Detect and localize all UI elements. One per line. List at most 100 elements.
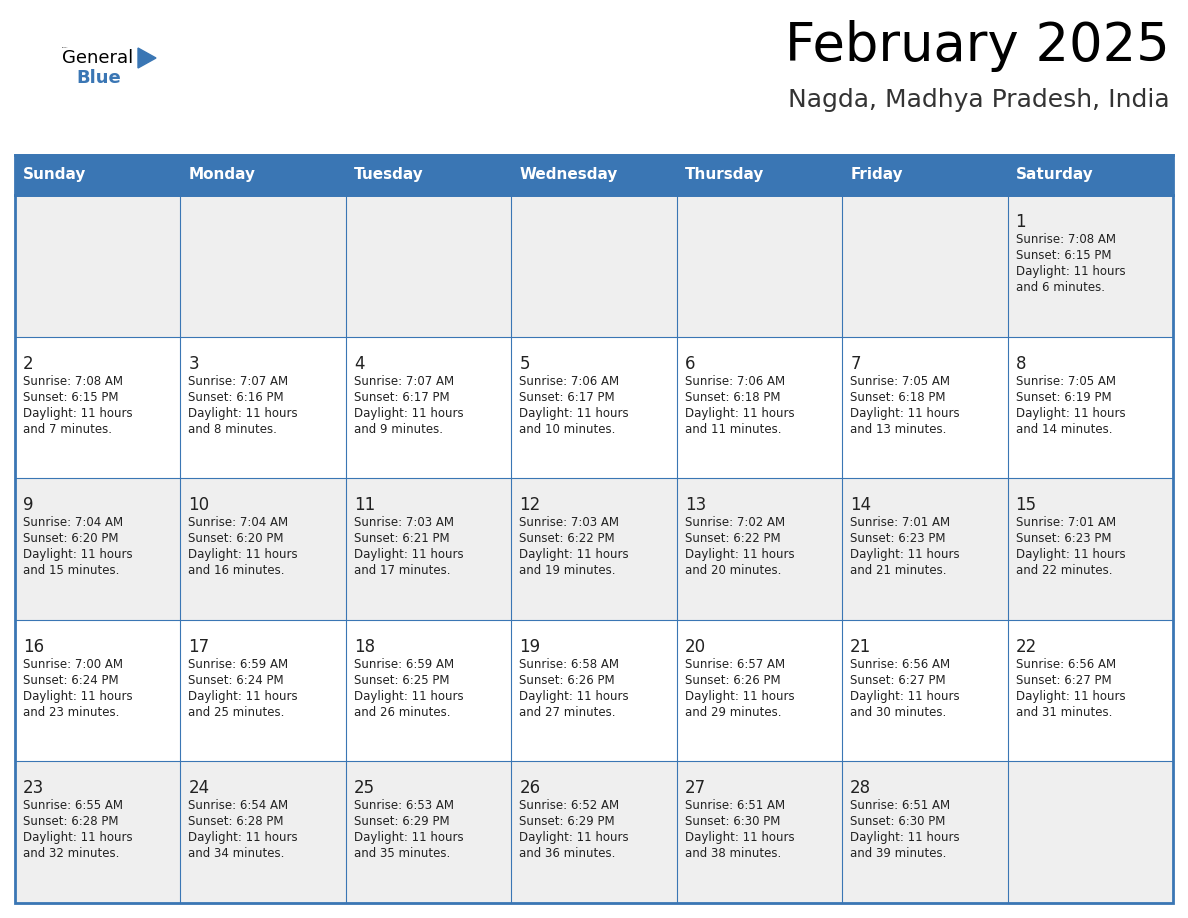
Text: 17: 17 (189, 638, 209, 655)
Text: and 14 minutes.: and 14 minutes. (1016, 422, 1112, 436)
Bar (677, 761, 842, 903)
Text: Daylight: 11 hours: Daylight: 11 hours (1016, 407, 1125, 420)
Text: Sunset: 6:18 PM: Sunset: 6:18 PM (684, 390, 781, 404)
Text: Daylight: 11 hours: Daylight: 11 hours (519, 548, 628, 561)
Text: Blue: Blue (76, 69, 121, 87)
Text: Sunset: 6:28 PM: Sunset: 6:28 PM (189, 815, 284, 828)
Text: Friday: Friday (851, 167, 903, 183)
Text: Sunset: 6:17 PM: Sunset: 6:17 PM (519, 390, 615, 404)
Text: 23: 23 (23, 779, 44, 798)
Text: 28: 28 (851, 779, 871, 798)
Text: Nagda, Madhya Pradesh, India: Nagda, Madhya Pradesh, India (789, 88, 1170, 112)
Text: and 10 minutes.: and 10 minutes. (519, 422, 615, 436)
Text: Sunrise: 6:53 AM: Sunrise: 6:53 AM (354, 800, 454, 812)
Text: Wednesday: Wednesday (519, 167, 618, 183)
Text: Thursday: Thursday (684, 167, 764, 183)
Bar (842, 761, 1007, 903)
Text: 9: 9 (23, 497, 33, 514)
Text: and 38 minutes.: and 38 minutes. (684, 847, 781, 860)
Text: Daylight: 11 hours: Daylight: 11 hours (23, 689, 133, 703)
Bar (181, 478, 346, 620)
Text: Saturday: Saturday (1016, 167, 1093, 183)
Bar (511, 620, 677, 761)
Text: Sunset: 6:15 PM: Sunset: 6:15 PM (23, 390, 119, 404)
Bar (677, 195, 842, 337)
Text: Sunrise: 7:01 AM: Sunrise: 7:01 AM (851, 516, 950, 529)
Text: 3: 3 (189, 354, 200, 373)
Text: Daylight: 11 hours: Daylight: 11 hours (354, 407, 463, 420)
Text: February 2025: February 2025 (785, 20, 1170, 72)
Text: Daylight: 11 hours: Daylight: 11 hours (23, 407, 133, 420)
Text: Sunset: 6:24 PM: Sunset: 6:24 PM (23, 674, 119, 687)
Text: and 20 minutes.: and 20 minutes. (684, 565, 781, 577)
Text: 2: 2 (23, 354, 33, 373)
Text: Sunrise: 7:03 AM: Sunrise: 7:03 AM (519, 516, 619, 529)
Text: Sunrise: 6:51 AM: Sunrise: 6:51 AM (684, 800, 785, 812)
Text: Sunset: 6:16 PM: Sunset: 6:16 PM (189, 390, 284, 404)
Text: Sunset: 6:26 PM: Sunset: 6:26 PM (519, 674, 615, 687)
Text: Daylight: 11 hours: Daylight: 11 hours (1016, 265, 1125, 278)
Text: and 15 minutes.: and 15 minutes. (23, 565, 119, 577)
Text: Sunset: 6:17 PM: Sunset: 6:17 PM (354, 390, 449, 404)
Text: and 22 minutes.: and 22 minutes. (1016, 565, 1112, 577)
Text: 13: 13 (684, 497, 706, 514)
Text: Sunrise: 7:02 AM: Sunrise: 7:02 AM (684, 516, 785, 529)
Text: 25: 25 (354, 779, 375, 798)
Bar (346, 620, 511, 761)
Bar (511, 195, 677, 337)
Bar (511, 337, 677, 478)
Text: Sunrise: 7:07 AM: Sunrise: 7:07 AM (189, 375, 289, 387)
Bar (1007, 620, 1173, 761)
Text: Sunday: Sunday (23, 167, 87, 183)
Text: Sunrise: 6:52 AM: Sunrise: 6:52 AM (519, 800, 619, 812)
Text: 22: 22 (1016, 638, 1037, 655)
Text: Sunrise: 7:05 AM: Sunrise: 7:05 AM (851, 375, 950, 387)
Text: Sunset: 6:15 PM: Sunset: 6:15 PM (1016, 249, 1111, 262)
Text: Sunrise: 7:04 AM: Sunrise: 7:04 AM (189, 516, 289, 529)
Text: Daylight: 11 hours: Daylight: 11 hours (684, 689, 795, 703)
Text: 26: 26 (519, 779, 541, 798)
Text: Sunrise: 7:08 AM: Sunrise: 7:08 AM (1016, 233, 1116, 246)
Text: Sunset: 6:25 PM: Sunset: 6:25 PM (354, 674, 449, 687)
Bar (15, 761, 181, 903)
Text: 15: 15 (1016, 497, 1037, 514)
Bar (15, 155, 1173, 195)
Text: Sunset: 6:21 PM: Sunset: 6:21 PM (354, 532, 449, 545)
Text: Monday: Monday (189, 167, 255, 183)
Text: Daylight: 11 hours: Daylight: 11 hours (354, 832, 463, 845)
Text: Sunrise: 7:07 AM: Sunrise: 7:07 AM (354, 375, 454, 387)
Text: Sunrise: 6:57 AM: Sunrise: 6:57 AM (684, 658, 785, 671)
Bar (511, 761, 677, 903)
Bar (15, 155, 1173, 903)
Text: 11: 11 (354, 497, 375, 514)
Text: Daylight: 11 hours: Daylight: 11 hours (851, 689, 960, 703)
Text: 5: 5 (519, 354, 530, 373)
Text: and 16 minutes.: and 16 minutes. (189, 565, 285, 577)
Bar (842, 478, 1007, 620)
Text: 6: 6 (684, 354, 695, 373)
Text: 4: 4 (354, 354, 365, 373)
Text: Sunrise: 6:51 AM: Sunrise: 6:51 AM (851, 800, 950, 812)
Text: February: February (62, 47, 69, 48)
Text: and 21 minutes.: and 21 minutes. (851, 565, 947, 577)
Text: Sunset: 6:20 PM: Sunset: 6:20 PM (189, 532, 284, 545)
Text: Daylight: 11 hours: Daylight: 11 hours (519, 689, 628, 703)
Text: Sunrise: 6:59 AM: Sunrise: 6:59 AM (189, 658, 289, 671)
Bar (1007, 478, 1173, 620)
Text: Sunset: 6:28 PM: Sunset: 6:28 PM (23, 815, 119, 828)
Text: Sunset: 6:29 PM: Sunset: 6:29 PM (519, 815, 615, 828)
Bar (1007, 337, 1173, 478)
Text: Sunset: 6:29 PM: Sunset: 6:29 PM (354, 815, 449, 828)
Bar (677, 478, 842, 620)
Bar (842, 195, 1007, 337)
Bar (1007, 761, 1173, 903)
Bar (15, 337, 181, 478)
Text: Sunset: 6:30 PM: Sunset: 6:30 PM (851, 815, 946, 828)
Text: 27: 27 (684, 779, 706, 798)
Text: Sunrise: 7:05 AM: Sunrise: 7:05 AM (1016, 375, 1116, 387)
Polygon shape (138, 48, 156, 68)
Text: Daylight: 11 hours: Daylight: 11 hours (354, 689, 463, 703)
Text: and 26 minutes.: and 26 minutes. (354, 706, 450, 719)
Text: Sunset: 6:30 PM: Sunset: 6:30 PM (684, 815, 781, 828)
Bar (677, 620, 842, 761)
